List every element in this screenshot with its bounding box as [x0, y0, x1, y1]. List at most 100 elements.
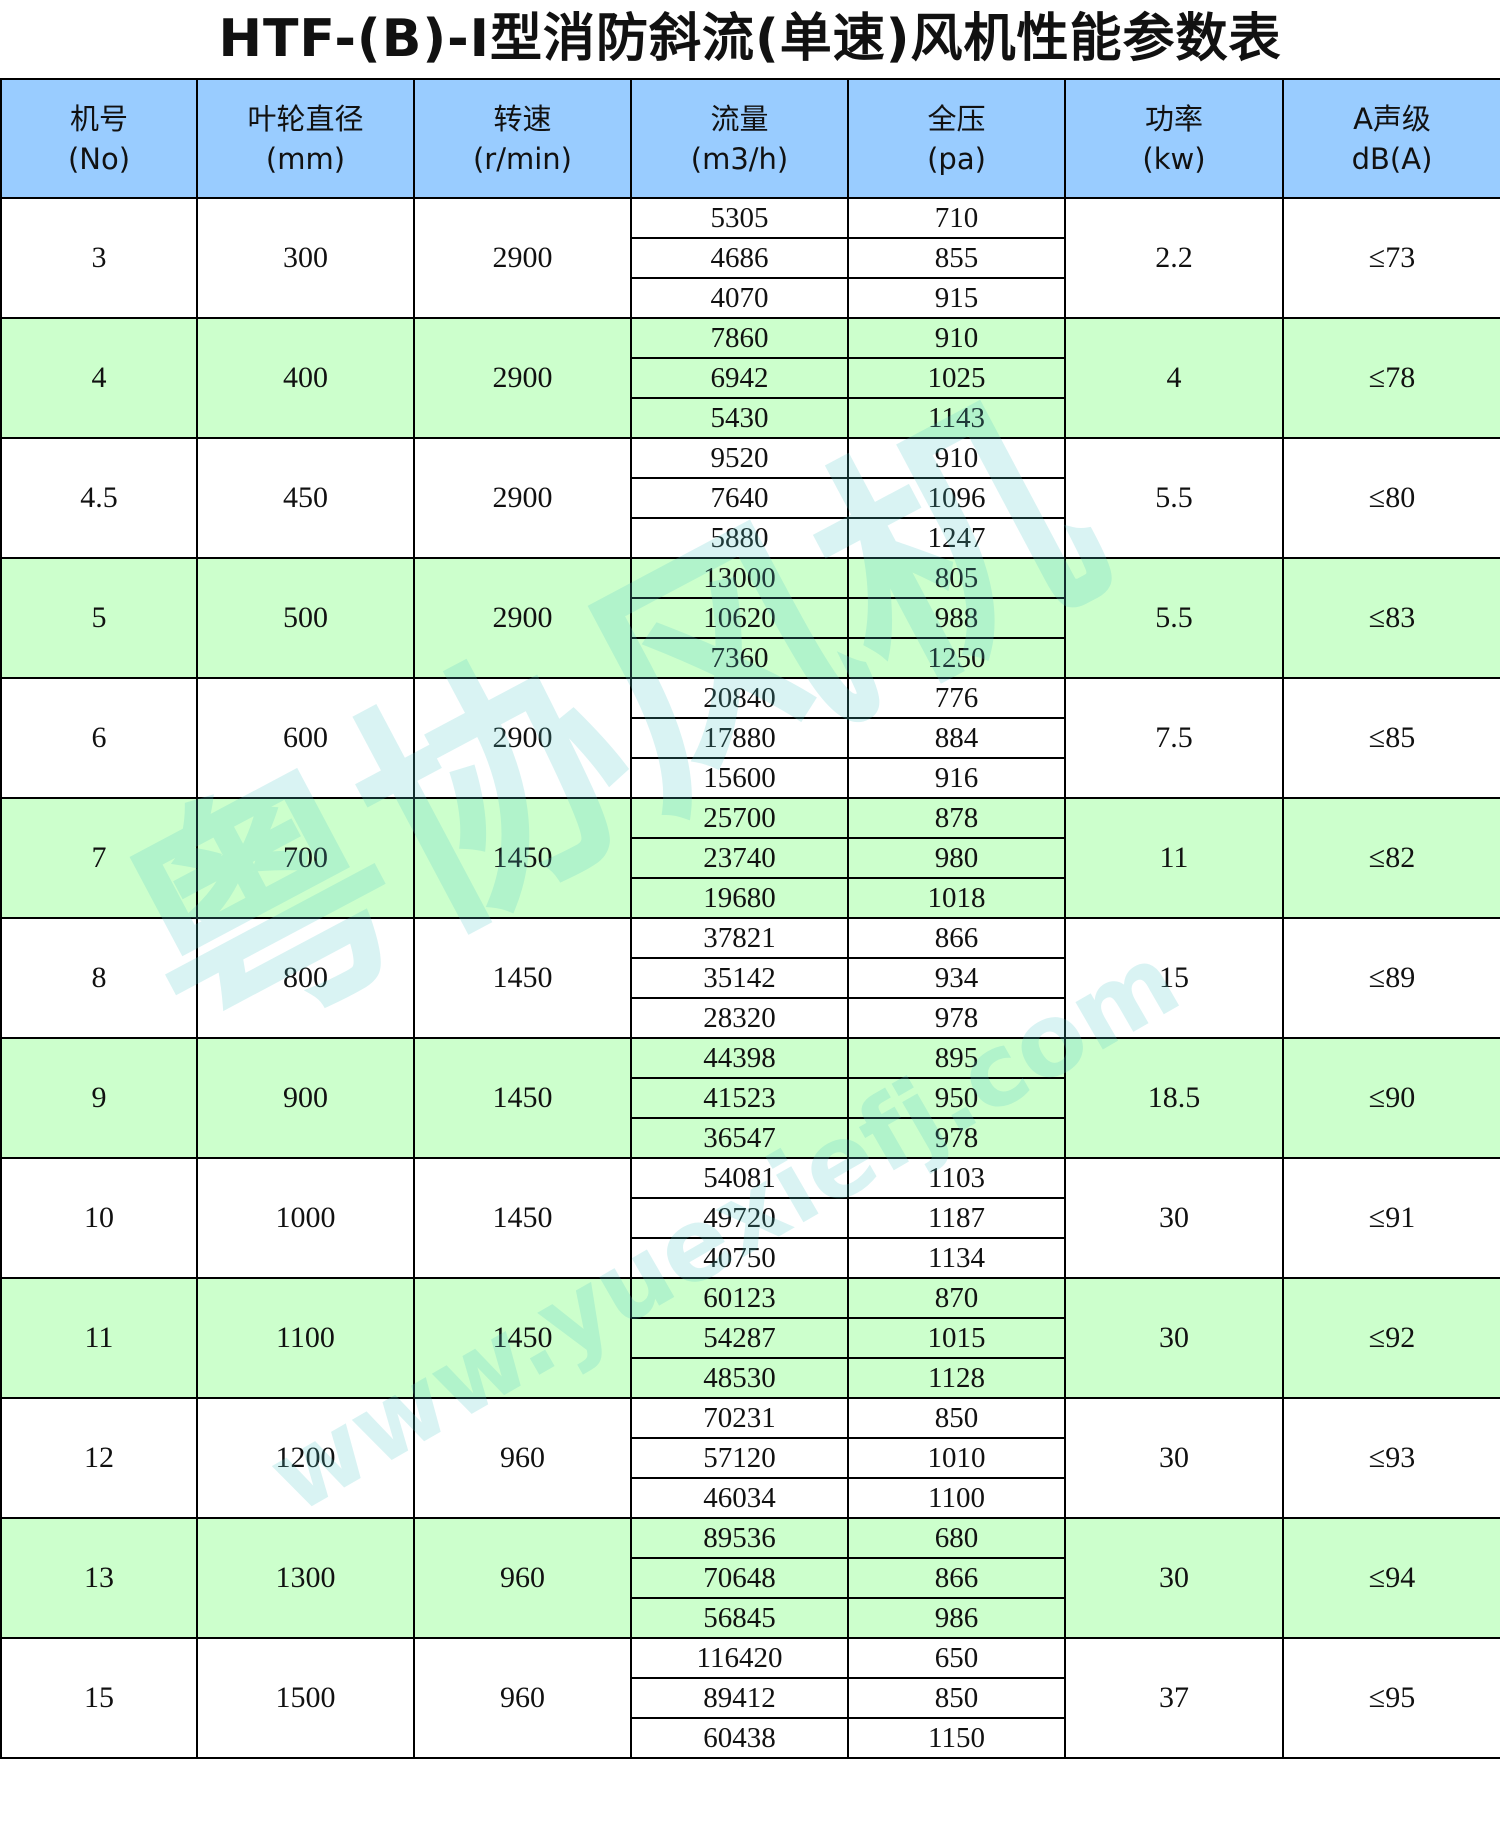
cell-flow: 46034 [630, 1477, 849, 1519]
column-unit: (pa) [927, 141, 986, 176]
cell-flow: 57120 [630, 1437, 849, 1479]
cell-speed: 2900 [413, 197, 632, 319]
cell-flow: 116420 [630, 1637, 849, 1679]
cell-pressure: 950 [847, 1077, 1066, 1119]
cell-flow: 89412 [630, 1677, 849, 1719]
cell-pressure: 650 [847, 1637, 1066, 1679]
cell-diameter: 1100 [196, 1277, 415, 1399]
table-row: 23740 980 [1, 837, 1500, 879]
cell-flow: 70648 [630, 1557, 849, 1599]
cell-diameter: 800 [196, 917, 415, 1039]
cell-flow: 23740 [630, 837, 849, 879]
column-header: A声级 dB(A) [1282, 78, 1500, 199]
column-unit: (kw) [1142, 141, 1206, 176]
table-row: 36547 978 [1, 1117, 1500, 1159]
cell-pressure: 988 [847, 597, 1066, 639]
cell-pressure: 710 [847, 197, 1066, 239]
cell-flow: 4070 [630, 277, 849, 319]
cell-model-no: 5 [0, 557, 198, 679]
cell-flow: 35142 [630, 957, 849, 999]
cell-pressure: 680 [847, 1517, 1066, 1559]
cell-pressure: 910 [847, 437, 1066, 479]
cell-flow: 70231 [630, 1397, 849, 1439]
column-name: 机号 [69, 101, 128, 136]
cell-power: 4 [1064, 317, 1284, 439]
table-row: 12 1200 960 70231 850 30 ≤93 [0, 1397, 1500, 1519]
cell-pressure: 884 [847, 717, 1066, 759]
cell-power: 37 [1064, 1637, 1284, 1759]
cell-diameter: 450 [196, 437, 415, 559]
cell-noise: ≤78 [1282, 317, 1500, 439]
cell-flow: 5880 [630, 517, 849, 559]
table-row: 28320 978 [1, 997, 1500, 1039]
table-row: 57120 1010 [1, 1437, 1500, 1479]
table-row: 89412 850 [1, 1677, 1500, 1719]
cell-noise: ≤94 [1282, 1517, 1500, 1639]
cell-pressure: 916 [847, 757, 1066, 799]
table-row: 5430 1143 [1, 397, 1500, 439]
cell-speed: 960 [413, 1637, 632, 1759]
cell-pressure: 986 [847, 1597, 1066, 1639]
cell-pressure: 934 [847, 957, 1066, 999]
cell-power: 5.5 [1064, 557, 1284, 679]
cell-pressure: 978 [847, 997, 1066, 1039]
cell-flow: 60438 [630, 1717, 849, 1759]
cell-speed: 2900 [413, 317, 632, 439]
cell-model-no: 8 [0, 917, 198, 1039]
cell-pressure: 850 [847, 1677, 1066, 1719]
cell-model-no: 7 [0, 797, 198, 919]
cell-diameter: 1000 [196, 1157, 415, 1279]
cell-pressure: 978 [847, 1117, 1066, 1159]
table-row: 5 500 2900 13000 805 5.5 ≤83 [0, 557, 1500, 679]
cell-flow: 89536 [630, 1517, 849, 1559]
cell-diameter: 700 [196, 797, 415, 919]
cell-power: 2.2 [1064, 197, 1284, 319]
cell-pressure: 1100 [847, 1477, 1066, 1519]
cell-noise: ≤89 [1282, 917, 1500, 1039]
cell-flow: 44398 [630, 1037, 849, 1079]
cell-flow: 5430 [630, 397, 849, 439]
column-unit: (mm) [265, 141, 346, 176]
cell-speed: 1450 [413, 797, 632, 919]
cell-diameter: 500 [196, 557, 415, 679]
cell-speed: 2900 [413, 437, 632, 559]
cell-speed: 1450 [413, 1037, 632, 1159]
cell-model-no: 10 [0, 1157, 198, 1279]
cell-power: 15 [1064, 917, 1284, 1039]
table-row: 49720 1187 [1, 1197, 1500, 1239]
column-name: 全压 [927, 101, 986, 136]
cell-power: 30 [1064, 1517, 1284, 1639]
cell-speed: 960 [413, 1517, 632, 1639]
column-name: 转速 [493, 101, 552, 136]
column-header: 机号 (No) [0, 78, 198, 199]
cell-noise: ≤95 [1282, 1637, 1500, 1759]
table-header-row: 机号 (No) 叶轮直径 (mm) 转速 (r/min) 流量 (m3/h) 全压 (pa) 功率 (… [0, 78, 1500, 199]
column-name: A声级 [1353, 101, 1431, 136]
cell-pressure: 866 [847, 1557, 1066, 1599]
column-header: 转速 (r/min) [413, 78, 632, 199]
cell-flow: 40750 [630, 1237, 849, 1279]
cell-pressure: 1143 [847, 397, 1066, 439]
cell-diameter: 400 [196, 317, 415, 439]
cell-flow: 49720 [630, 1197, 849, 1239]
cell-flow: 9520 [630, 437, 849, 479]
table-row: 10620 988 [1, 597, 1500, 639]
table-row: 15 1500 960 116420 650 37 ≤95 [0, 1637, 1500, 1759]
cell-model-no: 12 [0, 1397, 198, 1519]
cell-power: 30 [1064, 1397, 1284, 1519]
column-header: 叶轮直径 (mm) [196, 78, 415, 199]
cell-pressure: 805 [847, 557, 1066, 599]
cell-model-no: 13 [0, 1517, 198, 1639]
table-row: 56845 986 [1, 1597, 1500, 1639]
cell-flow: 56845 [630, 1597, 849, 1639]
cell-flow: 28320 [630, 997, 849, 1039]
cell-pressure: 895 [847, 1037, 1066, 1079]
cell-power: 30 [1064, 1157, 1284, 1279]
cell-flow: 15600 [630, 757, 849, 799]
table-row: 48530 1128 [1, 1357, 1500, 1399]
table-row: 9 900 1450 44398 895 18.5 ≤90 [0, 1037, 1500, 1159]
cell-pressure: 850 [847, 1397, 1066, 1439]
table-row: 7360 1250 [1, 637, 1500, 679]
table-row: 6942 1025 [1, 357, 1500, 399]
column-header: 流量 (m3/h) [630, 78, 849, 199]
